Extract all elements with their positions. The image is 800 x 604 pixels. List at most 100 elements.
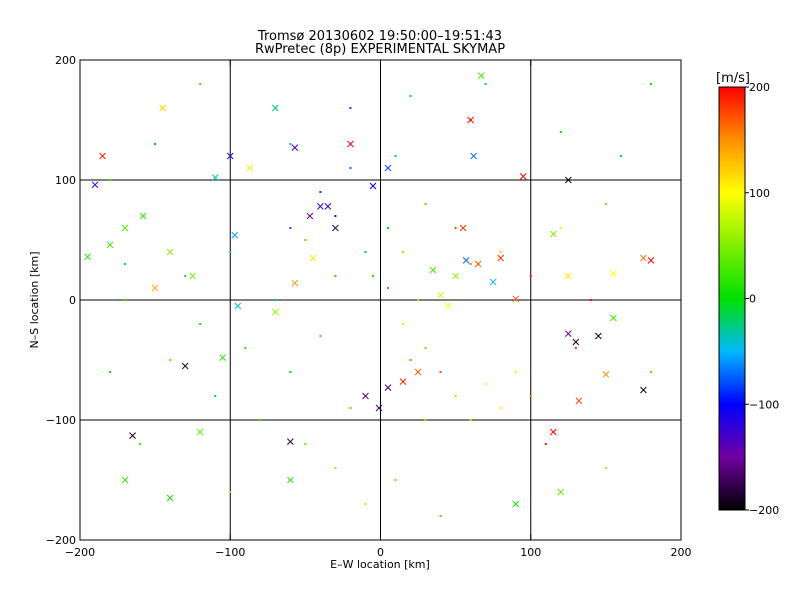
data-point	[604, 467, 607, 469]
cross-stroke	[429, 266, 437, 274]
data-point	[394, 155, 397, 157]
data-point	[649, 83, 652, 85]
y-tick-label: 100	[55, 174, 76, 187]
data-point	[199, 323, 202, 325]
data-point	[424, 347, 427, 349]
data-point	[649, 371, 652, 373]
data-point-cross	[226, 152, 234, 160]
data-point	[319, 191, 322, 193]
cross-stroke	[151, 284, 159, 292]
data-point	[334, 467, 337, 469]
cross-stroke	[564, 176, 572, 184]
cross-stroke	[211, 174, 219, 181]
data-point	[154, 143, 157, 145]
data-point	[334, 215, 337, 217]
cross-stroke	[640, 386, 647, 394]
data-point	[364, 251, 367, 253]
data-point-cross	[291, 144, 299, 151]
cross-stroke	[640, 254, 647, 262]
cross-stroke	[362, 392, 369, 400]
data-point	[454, 227, 457, 229]
cross-stroke	[610, 270, 617, 277]
cross-stroke	[121, 224, 129, 232]
cross-stroke	[462, 257, 470, 264]
x-tick-label: 100	[520, 546, 541, 559]
colorbar-tick-label: 200	[749, 81, 770, 94]
cross-stroke	[602, 371, 610, 378]
data-point-cross	[317, 203, 324, 210]
data-point	[424, 419, 427, 421]
data-point-cross	[384, 164, 392, 172]
grid	[80, 60, 681, 540]
data-point	[289, 371, 292, 373]
data-point	[289, 143, 292, 145]
data-point-cross	[369, 182, 377, 190]
data-point-cross	[231, 231, 239, 239]
data-point-cross	[384, 384, 392, 391]
data-point-cross	[512, 295, 520, 303]
data-point-cross	[610, 314, 617, 322]
data-point-cross	[166, 248, 174, 256]
data-point	[484, 383, 487, 385]
data-point-cross	[291, 279, 299, 287]
data-point-cross	[429, 266, 437, 274]
data-point	[304, 443, 307, 445]
cross-stroke	[181, 362, 189, 370]
data-point	[169, 359, 172, 361]
cross-stroke	[306, 212, 314, 220]
data-point-cross	[166, 494, 174, 502]
cross-stroke	[246, 164, 254, 172]
cross-stroke	[196, 428, 204, 436]
data-point-cross	[610, 270, 617, 277]
cross-stroke	[129, 432, 136, 439]
cross-stroke	[489, 278, 497, 286]
data-point	[349, 107, 352, 109]
cross-stroke	[291, 144, 299, 151]
cross-stroke	[286, 438, 294, 445]
cross-stroke	[106, 241, 114, 249]
data-point-cross	[640, 386, 647, 394]
data-point-cross	[512, 500, 520, 508]
data-point	[589, 299, 592, 301]
data-point	[109, 179, 112, 181]
data-point	[274, 299, 277, 301]
data-point-cross	[234, 302, 242, 310]
colorbar-tick-label: −100	[749, 398, 779, 411]
data-point-cross	[557, 488, 565, 496]
cross-stroke	[470, 152, 478, 160]
cross-stroke	[166, 494, 174, 502]
data-point-cross	[474, 260, 482, 268]
data-point-cross	[121, 476, 129, 484]
x-tick-label: −200	[65, 546, 95, 559]
data-point	[244, 347, 247, 349]
cross-stroke	[347, 140, 354, 148]
data-point	[229, 491, 232, 493]
cross-stroke	[84, 253, 91, 261]
cross-stroke	[557, 488, 565, 496]
data-point	[371, 275, 374, 277]
colorbar-tick-label: −200	[749, 504, 779, 517]
cross-stroke	[226, 152, 234, 160]
data-point-cross	[196, 428, 204, 436]
data-point-cross	[564, 330, 572, 337]
data-point	[619, 155, 622, 157]
data-point	[574, 347, 577, 349]
data-point-cross	[467, 116, 475, 124]
cross-stroke	[375, 404, 383, 412]
cross-stroke	[384, 164, 392, 172]
data-point	[499, 251, 502, 253]
data-point	[559, 227, 562, 229]
data-point-cross	[572, 338, 580, 346]
data-point-cross	[181, 362, 189, 370]
data-point	[514, 371, 517, 373]
data-point	[349, 167, 352, 169]
colorbar-tick-label: 100	[749, 187, 770, 200]
data-point	[289, 227, 292, 229]
cross-stroke	[121, 476, 129, 484]
data-point	[529, 275, 532, 277]
y-tick-label: −100	[46, 414, 76, 427]
data-point-cross	[286, 476, 294, 484]
colorbar	[718, 86, 746, 511]
cross-stroke	[231, 231, 239, 239]
data-point-cross	[159, 104, 166, 112]
